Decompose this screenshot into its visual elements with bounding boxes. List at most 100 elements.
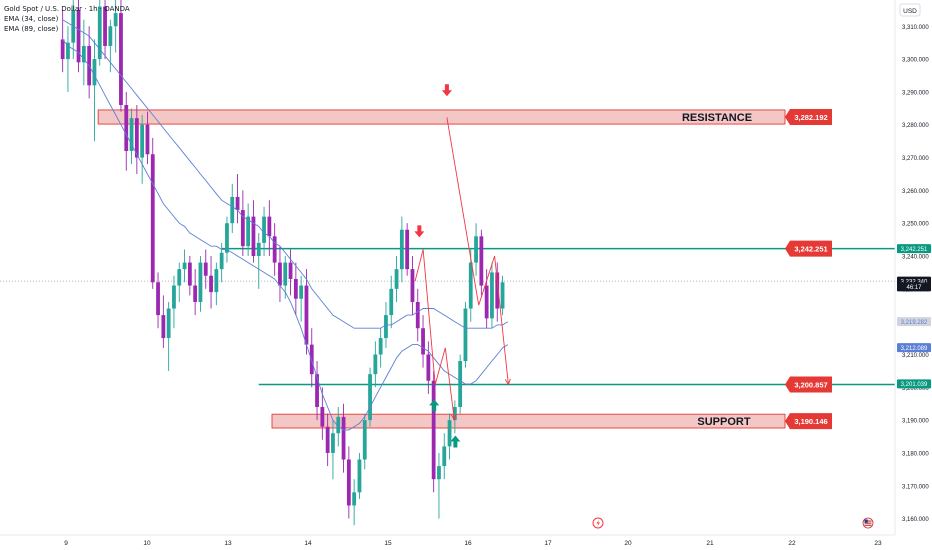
candle[interactable] [309, 328, 314, 388]
candle[interactable] [357, 452, 362, 499]
candle[interactable] [166, 301, 171, 371]
candle[interactable] [103, 0, 107, 60]
candle[interactable] [293, 262, 298, 316]
arrow-down-icon[interactable] [441, 84, 452, 97]
candle[interactable] [463, 301, 468, 368]
candle[interactable] [278, 246, 282, 302]
candle[interactable] [203, 249, 208, 289]
candle[interactable] [92, 39, 97, 142]
candle[interactable] [299, 275, 304, 322]
svg-text:3,212.089: 3,212.089 [901, 346, 928, 352]
candle[interactable] [198, 256, 203, 312]
candle[interactable] [437, 452, 441, 519]
time-tick-label: 17 [544, 540, 552, 547]
ema-34-line[interactable] [62, 39, 509, 431]
candle[interactable] [399, 216, 404, 283]
candle[interactable] [230, 183, 235, 234]
candle[interactable] [410, 256, 415, 316]
candle[interactable] [352, 479, 357, 526]
candle[interactable] [172, 275, 176, 329]
arrow-down-icon[interactable] [414, 225, 425, 238]
candle[interactable] [97, 0, 102, 66]
candle[interactable] [267, 200, 272, 257]
candle[interactable] [129, 108, 134, 165]
candle[interactable] [119, 0, 123, 112]
candle[interactable] [341, 403, 346, 473]
candle[interactable] [447, 413, 452, 460]
candle[interactable] [182, 249, 187, 283]
candle[interactable] [272, 223, 277, 276]
candle[interactable] [389, 275, 394, 329]
candle[interactable] [394, 256, 399, 302]
candle[interactable] [484, 269, 489, 329]
candle[interactable] [468, 249, 473, 322]
candle[interactable] [240, 190, 245, 257]
candle[interactable] [145, 111, 150, 165]
price-axis[interactable]: 3,310.000 3,300.000 3,290.000 3,280.000 3,27… [894, 0, 932, 550]
candle[interactable] [431, 370, 436, 493]
candle[interactable] [458, 354, 463, 414]
candle[interactable] [214, 262, 219, 306]
candle[interactable] [262, 206, 266, 257]
candle[interactable] [108, 19, 113, 73]
candle[interactable] [113, 0, 118, 53]
candle[interactable] [474, 223, 478, 276]
time-axis[interactable]: 9 10 13 14 15 16 17 20 21 22 23 [0, 534, 932, 550]
candle[interactable] [225, 216, 229, 263]
candle[interactable] [405, 223, 410, 276]
candle[interactable] [362, 413, 367, 470]
projection-path[interactable] [446, 117, 509, 385]
arrow-up-icon[interactable] [429, 399, 440, 412]
price-tick-label: 3,290.000 [902, 90, 929, 96]
projection-path[interactable] [414, 249, 455, 420]
candle[interactable] [140, 114, 145, 184]
candle[interactable] [161, 295, 166, 348]
candle[interactable] [156, 272, 160, 329]
arrow-up-icon[interactable] [450, 435, 461, 448]
candle[interactable] [368, 367, 372, 427]
ema-89-line[interactable] [62, 19, 509, 329]
candle[interactable] [442, 433, 447, 480]
candle[interactable] [421, 315, 425, 368]
candle[interactable] [124, 91, 129, 171]
candle[interactable] [378, 328, 383, 368]
candle[interactable] [415, 288, 420, 342]
candle[interactable] [479, 229, 484, 296]
candle[interactable] [134, 105, 139, 174]
chart-legend: Gold Spot / U.S. Dollar · 1h · OANDA EMA… [4, 4, 130, 34]
candle[interactable] [76, 0, 81, 73]
candle[interactable] [426, 341, 431, 394]
symbol-title[interactable]: Gold Spot / U.S. Dollar · 1h · OANDA [4, 5, 130, 13]
time-tick-label: 21 [706, 540, 714, 547]
candle[interactable] [209, 256, 213, 309]
candle[interactable] [325, 413, 330, 467]
candle[interactable] [495, 262, 500, 322]
candle[interactable] [256, 233, 261, 289]
candle[interactable] [193, 269, 198, 316]
us-flag-icon[interactable] [862, 517, 874, 529]
candle[interactable] [150, 137, 155, 289]
candle[interactable] [373, 341, 378, 388]
indicator-ema-89[interactable]: EMA (89, close) [4, 25, 59, 33]
candle[interactable] [66, 26, 70, 92]
candle[interactable] [177, 262, 182, 302]
candle[interactable] [346, 446, 351, 519]
zone-price-tag [785, 109, 832, 126]
currency-button[interactable]: USD [899, 3, 921, 17]
candle[interactable] [500, 275, 505, 316]
candle[interactable] [187, 256, 192, 296]
candle[interactable] [315, 361, 319, 421]
candle[interactable] [246, 203, 251, 257]
indicator-ema-34[interactable]: EMA (34, close) [4, 15, 59, 23]
candle[interactable] [331, 420, 335, 480]
candle[interactable] [251, 200, 256, 263]
candle[interactable] [81, 19, 86, 86]
candle[interactable] [490, 262, 494, 329]
candle[interactable] [288, 249, 293, 296]
lightning-icon[interactable] [592, 517, 604, 529]
candle[interactable] [320, 387, 325, 440]
candle[interactable] [304, 269, 309, 355]
candle[interactable] [235, 173, 240, 224]
